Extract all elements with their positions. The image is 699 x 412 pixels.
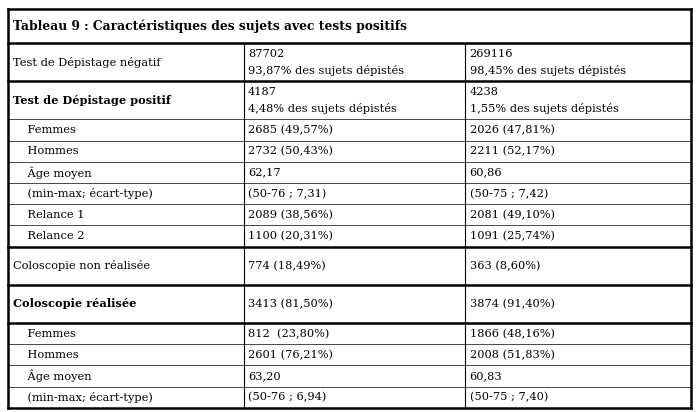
Text: 1,55% des sujets dépistés: 1,55% des sujets dépistés xyxy=(470,103,619,114)
Text: 2081 (49,10%): 2081 (49,10%) xyxy=(470,210,555,220)
Text: 1866 (48,16%): 1866 (48,16%) xyxy=(470,328,555,339)
Text: 60,83: 60,83 xyxy=(470,371,503,381)
Text: Âge moyen: Âge moyen xyxy=(13,166,91,179)
Text: Test de Dépistage négatif: Test de Dépistage négatif xyxy=(13,56,160,68)
Text: Hommes: Hommes xyxy=(13,350,78,360)
Text: Hommes: Hommes xyxy=(13,146,78,156)
Text: 4187: 4187 xyxy=(248,87,277,97)
Text: 98,45% des sujets dépistés: 98,45% des sujets dépistés xyxy=(470,65,626,76)
Text: 774 (18,49%): 774 (18,49%) xyxy=(248,260,326,271)
Text: (min-max; écart-type): (min-max; écart-type) xyxy=(13,188,152,199)
Text: 60,86: 60,86 xyxy=(470,167,503,178)
Text: 3874 (91,40%): 3874 (91,40%) xyxy=(470,299,555,309)
Text: 812  (23,80%): 812 (23,80%) xyxy=(248,328,329,339)
Text: 1091 (25,74%): 1091 (25,74%) xyxy=(470,231,555,241)
Text: 2601 (76,21%): 2601 (76,21%) xyxy=(248,350,333,360)
Text: (min-max; écart-type): (min-max; écart-type) xyxy=(13,392,152,403)
Text: 62,17: 62,17 xyxy=(248,167,280,178)
Text: 1100 (20,31%): 1100 (20,31%) xyxy=(248,231,333,241)
Text: 363 (8,60%): 363 (8,60%) xyxy=(470,260,540,271)
Text: (50-75 ; 7,40): (50-75 ; 7,40) xyxy=(470,392,548,403)
Text: 4238: 4238 xyxy=(470,87,498,97)
Text: Relance 1: Relance 1 xyxy=(13,210,84,220)
Text: Coloscopie non réalisée: Coloscopie non réalisée xyxy=(13,260,150,271)
Text: Femmes: Femmes xyxy=(13,329,75,339)
Text: 3413 (81,50%): 3413 (81,50%) xyxy=(248,299,333,309)
Text: (50-75 ; 7,42): (50-75 ; 7,42) xyxy=(470,188,548,199)
Text: 63,20: 63,20 xyxy=(248,371,280,381)
Text: 2008 (51,83%): 2008 (51,83%) xyxy=(470,350,555,360)
Text: Coloscopie réalisée: Coloscopie réalisée xyxy=(13,298,136,309)
Text: 2026 (47,81%): 2026 (47,81%) xyxy=(470,125,555,135)
Text: 87702: 87702 xyxy=(248,49,284,59)
Text: 269116: 269116 xyxy=(470,49,513,59)
Text: (50-76 ; 6,94): (50-76 ; 6,94) xyxy=(248,392,326,403)
Text: (50-76 ; 7,31): (50-76 ; 7,31) xyxy=(248,188,326,199)
Text: 93,87% des sujets dépistés: 93,87% des sujets dépistés xyxy=(248,65,404,76)
Text: Test de Dépistage positif: Test de Dépistage positif xyxy=(13,95,171,106)
Text: Tableau 9 : Caractéristiques des sujets avec tests positifs: Tableau 9 : Caractéristiques des sujets … xyxy=(13,19,407,33)
Text: Âge moyen: Âge moyen xyxy=(13,370,91,382)
Text: 2685 (49,57%): 2685 (49,57%) xyxy=(248,125,333,135)
Text: 2732 (50,43%): 2732 (50,43%) xyxy=(248,146,333,157)
Text: Femmes: Femmes xyxy=(13,125,75,135)
Text: Relance 2: Relance 2 xyxy=(13,231,84,241)
Text: 4,48% des sujets dépistés: 4,48% des sujets dépistés xyxy=(248,103,397,114)
Text: 2089 (38,56%): 2089 (38,56%) xyxy=(248,210,333,220)
Text: 2211 (52,17%): 2211 (52,17%) xyxy=(470,146,555,157)
